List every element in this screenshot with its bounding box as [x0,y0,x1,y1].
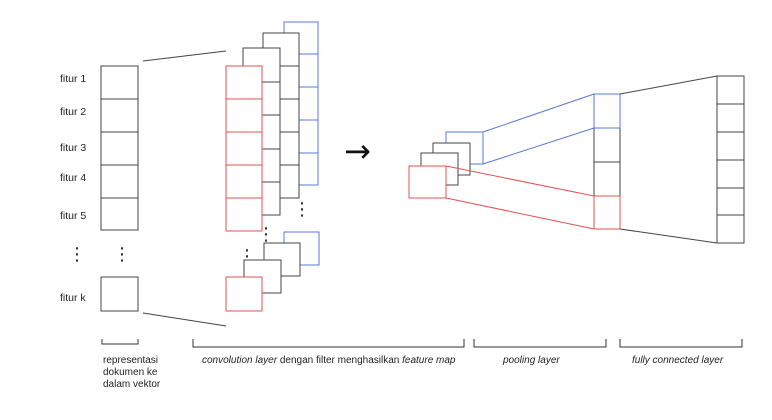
featuremap-ellipsis-upper: ⋮ [293,199,311,220]
feature-label-1: fitur 1 [60,73,86,85]
caption-fully-connected: fully connected layer [632,355,724,366]
pool-connection-red-top [445,165,595,197]
bracket-representation [101,339,139,345]
caption-convolution-text: dengan filter menghasilkan [277,355,403,366]
caption-convolution: convolution layer dengan filter menghasi… [202,355,464,367]
feature-label-4: fitur 4 [60,172,86,184]
bracket-pooling [473,339,607,348]
bracket-convolution [192,339,465,348]
pool-input-red [408,165,447,199]
caption-feature-map-term: feature map [402,355,456,366]
feature-map-red-lower [225,276,263,312]
pool-connection-blue-bottom [482,127,595,165]
pool-connection-blue-top [482,93,595,133]
fc-connection-bottom [619,228,718,244]
feature-map-red-upper [225,65,263,232]
feature-ellipsis-vector: ⋮ [113,244,131,265]
fully-connected-vector [716,75,745,244]
bracket-fully-connected [619,339,743,348]
pool-connection-red-bottom [445,197,595,230]
projection-line-bottom [142,312,227,327]
input-vector [100,65,139,312]
feature-label-2: fitur 2 [60,106,86,118]
feature-label-3: fitur 3 [60,142,86,154]
pooling-vector [593,93,621,230]
caption-convolution-term: convolution layer [202,355,278,366]
feature-label-5: fitur 5 [60,210,86,222]
feature-ellipsis-label: ⋮ [68,244,86,265]
caption-representation: representasi dokumen ke dalam vektor [103,355,161,390]
projection-line-top [142,50,227,62]
arrow-icon: → [344,132,371,170]
feature-label-k: fitur k [60,292,86,304]
caption-pooling: pooling layer [503,355,560,366]
fc-connection-top [619,75,718,95]
